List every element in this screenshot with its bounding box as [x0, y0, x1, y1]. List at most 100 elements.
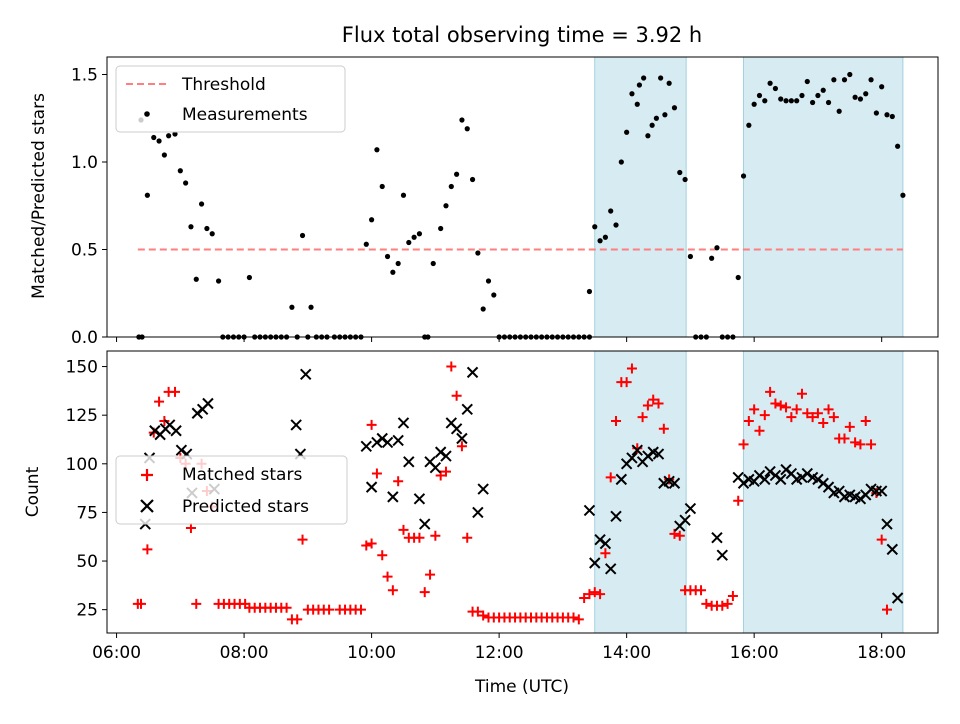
- predicted-point: [381, 436, 394, 449]
- matched-point: [653, 398, 664, 409]
- data-point: [889, 113, 895, 120]
- data-point: [188, 224, 194, 230]
- matched-point: [738, 439, 749, 450]
- predicted-point: [780, 463, 792, 476]
- matched-point: [733, 495, 744, 506]
- matched-point: [754, 425, 765, 436]
- predicted-point: [891, 592, 904, 604]
- data-point: [783, 98, 789, 104]
- top-ytick-label: 0.0: [71, 328, 98, 348]
- bottom-ytick-label: 75: [76, 503, 98, 523]
- predicted-point: [403, 456, 415, 468]
- data-point: [151, 134, 157, 141]
- matched-point: [876, 534, 887, 545]
- data-point: [677, 169, 683, 176]
- matched-point: [796, 388, 807, 399]
- data-point: [416, 231, 423, 237]
- predicted-point: [854, 493, 867, 505]
- predicted-point: [440, 450, 452, 462]
- matched-point: [440, 466, 451, 477]
- matched-point: [674, 530, 685, 541]
- data-point: [649, 122, 655, 128]
- data-point: [820, 87, 826, 93]
- predicted-point: [769, 469, 782, 482]
- predicted-point: [711, 531, 723, 544]
- matched-point: [648, 394, 659, 405]
- data-point: [161, 152, 167, 158]
- data-point: [756, 92, 763, 99]
- matched-point: [823, 404, 834, 415]
- bottom-ytick-label: 25: [76, 601, 98, 621]
- matched-point: [382, 571, 393, 582]
- matched-point: [377, 550, 388, 561]
- data-point: [662, 112, 668, 118]
- matched-point: [696, 585, 707, 596]
- data-point: [390, 269, 396, 275]
- matched-point: [844, 421, 855, 432]
- data-point: [873, 110, 879, 116]
- predicted-point: [881, 518, 893, 530]
- data-point: [687, 253, 694, 260]
- data-point: [183, 180, 189, 186]
- data-point: [804, 78, 810, 85]
- xtick-label: 14:00: [602, 643, 651, 663]
- top-ytick-label: 0.5: [71, 241, 98, 261]
- predicted-point: [450, 423, 463, 435]
- top-shaded-interval: [594, 56, 687, 338]
- data-point: [156, 138, 162, 144]
- bottom-ytick-label: 125: [66, 406, 98, 426]
- matched-point: [860, 416, 871, 427]
- matched-point: [770, 398, 781, 409]
- data-point: [666, 80, 672, 86]
- predicted-point: [376, 432, 388, 445]
- top-legend: Threshold Measurements: [115, 65, 346, 133]
- matched-point: [191, 598, 202, 609]
- data-point: [602, 234, 608, 240]
- predicted-point: [875, 485, 888, 497]
- xtick-label: 06:00: [92, 643, 141, 663]
- predicted-point: [604, 563, 617, 575]
- data-point: [215, 278, 222, 284]
- matched-point: [472, 606, 483, 617]
- data-point: [475, 250, 481, 256]
- matched-point: [621, 377, 632, 388]
- data-point: [636, 82, 642, 88]
- data-point: [491, 292, 497, 298]
- matched-point: [765, 386, 776, 397]
- matched-point: [393, 476, 404, 487]
- matched-point: [812, 408, 823, 419]
- matched-point: [759, 410, 770, 421]
- matched-point: [446, 361, 457, 372]
- predicted-point: [191, 407, 204, 419]
- predicted-point: [397, 417, 410, 429]
- data-point: [166, 133, 172, 139]
- predicted-point: [149, 425, 161, 437]
- matched-point: [292, 614, 303, 625]
- data-point: [246, 274, 252, 281]
- bottom-ylabel: Count: [23, 466, 43, 517]
- predicted-point: [589, 557, 601, 569]
- predicted-point: [413, 493, 426, 505]
- predicted-point: [764, 465, 776, 478]
- top-axes: 0.0 0.5 1.0 1.5: [71, 56, 939, 348]
- predicted-point: [583, 504, 596, 517]
- top-legend-box: [115, 65, 346, 133]
- data-point: [884, 112, 890, 118]
- bottom-axes-frame: [106, 350, 939, 634]
- matched-point: [573, 614, 584, 625]
- x-axis-label: Time (UTC): [474, 677, 569, 697]
- data-point: [772, 85, 779, 92]
- bottom-legend-box: [115, 455, 348, 525]
- data-point: [411, 234, 417, 240]
- data-point: [794, 98, 800, 104]
- predicted-point: [472, 506, 484, 519]
- matched-point: [398, 524, 409, 535]
- predicted-point: [652, 448, 665, 460]
- matched-point: [136, 598, 147, 609]
- data-point: [762, 98, 768, 104]
- matched-point: [579, 592, 590, 603]
- xtick-label: 08:00: [220, 643, 269, 663]
- bottom-ytick-label: 150: [66, 358, 98, 378]
- matched-point: [839, 433, 850, 444]
